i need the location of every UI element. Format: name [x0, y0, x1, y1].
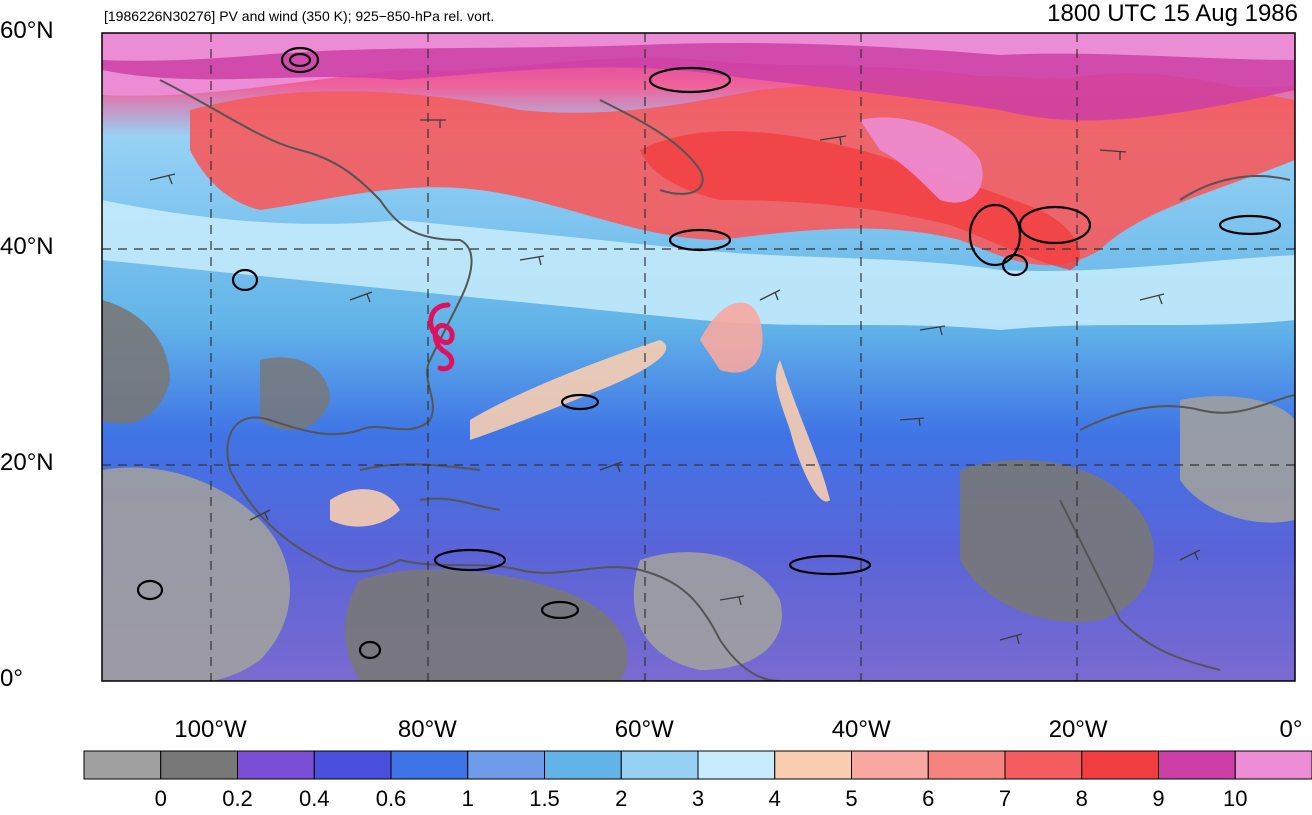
coastlines — [159, 79, 1295, 681]
colorbar-tick-label: 7 — [998, 786, 1012, 811]
colorbar-swatch — [160, 750, 238, 780]
wind-barbs — [149, 119, 1201, 645]
colorbar-swatch — [697, 750, 776, 780]
lon-label: 60°W — [614, 716, 674, 743]
lat-label: 40°N — [0, 233, 54, 260]
colorbar-swatch — [390, 750, 469, 780]
colorbar — [83, 750, 1312, 780]
lat-label: 20°N — [0, 449, 54, 476]
lon-label: 100°W — [174, 716, 247, 743]
colorbar-tick-label: 8 — [1075, 786, 1088, 811]
colorbar-swatch — [237, 750, 315, 780]
map-frame — [101, 32, 1296, 682]
colorbar-tick-label: 2 — [615, 786, 628, 811]
colorbar-tick-label: 1 — [461, 786, 474, 811]
lon-label: 80°W — [397, 716, 457, 743]
pv-gray-3 — [345, 569, 628, 681]
colorbar-tick-label: 10 — [1223, 786, 1248, 811]
colorbar-tick-label: 0 — [154, 786, 167, 811]
colorbar-tick-label: 3 — [691, 786, 705, 811]
colorbar-swatch — [1004, 750, 1083, 780]
pv-red-core — [640, 131, 1080, 270]
colorbar-swatch — [1081, 750, 1159, 780]
colorbar-swatch — [313, 750, 392, 780]
colorbar-tick-label: 4 — [768, 786, 781, 811]
colorbar-swatch — [1234, 750, 1312, 780]
pv-gray-7 — [260, 357, 330, 431]
colorbar-swatch — [774, 750, 852, 780]
lat-label: 60°N — [0, 17, 54, 44]
pv-gray-1 — [102, 300, 170, 424]
pv-streak-2 — [470, 340, 667, 440]
colorbar-swatch — [544, 750, 622, 780]
valid-time: 1800 UTC 15 Aug 1986 — [1047, 0, 1298, 27]
storm-symbol-icon — [428, 302, 455, 372]
colorbar-tick-label: 0.6 — [375, 786, 407, 811]
pv-purple-band — [102, 43, 1295, 121]
pv-gray-6 — [1180, 396, 1295, 523]
colorbar-tick-label: 1.5 — [529, 786, 560, 811]
pv-light-band — [102, 200, 1295, 330]
lon-label: 0° — [1279, 716, 1303, 743]
pv-pink-swirl — [860, 117, 983, 203]
colorbar-swatch — [467, 750, 545, 780]
lat-label: 0° — [0, 665, 23, 692]
colorbar-swatch — [620, 750, 699, 780]
colorbar-tick-label: 5 — [845, 786, 858, 811]
colorbar-swatch — [1158, 750, 1236, 780]
vorticity-contours — [136, 46, 1282, 660]
lon-label: 40°W — [831, 716, 891, 743]
colorbar-swatch — [83, 750, 162, 780]
lon-label: 20°W — [1048, 716, 1108, 743]
colorbar-tick-label: 6 — [922, 786, 935, 811]
colorbar-tick-label: 9 — [1152, 786, 1165, 811]
colorbar-swatch — [927, 750, 1006, 780]
map-field — [102, 33, 1295, 681]
pv-gray-2 — [102, 467, 290, 681]
figure-title: [1986226N30276] PV and wind (350 K); 925… — [104, 8, 495, 24]
pv-streak-3 — [775, 360, 830, 502]
colorbar-tick-label: 0.4 — [298, 786, 330, 811]
pv-streak-4 — [330, 489, 400, 527]
pv-streak-1 — [700, 302, 763, 373]
colorbar-tick-label: 0.2 — [222, 786, 253, 811]
pv-gray-5 — [960, 460, 1154, 622]
colorbar-swatch — [851, 750, 929, 780]
